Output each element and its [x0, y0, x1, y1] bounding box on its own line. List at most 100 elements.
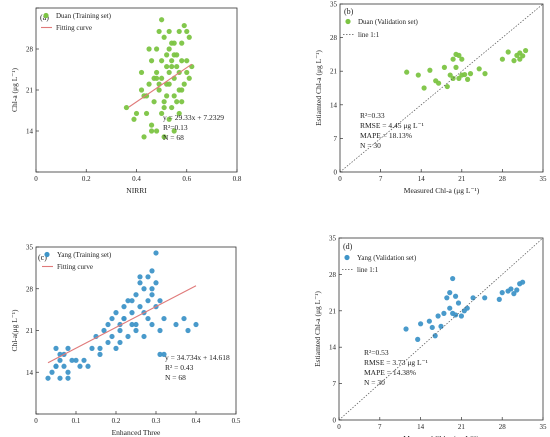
data-point — [137, 280, 143, 286]
panel-label: (b) — [344, 7, 354, 16]
y-tick-label: 28 — [26, 285, 34, 293]
x-tick-label: 28 — [499, 423, 507, 431]
data-point — [154, 69, 160, 76]
data-point — [164, 52, 170, 58]
data-point — [186, 75, 192, 81]
one-to-one-line — [339, 3, 544, 173]
data-point — [181, 315, 187, 322]
data-point — [137, 304, 143, 310]
legend-label: line 1:1 — [357, 266, 379, 274]
x-tick-label: 35 — [540, 175, 548, 183]
data-point — [176, 28, 182, 35]
data-point — [452, 293, 459, 299]
x-tick-label: 0 — [337, 423, 341, 431]
y-axis-label: Chl-a(μg L⁻¹) — [10, 309, 19, 352]
data-point — [156, 87, 162, 93]
data-point — [171, 93, 177, 99]
stats-annotation: N = 68 — [163, 133, 184, 142]
data-point — [438, 323, 444, 329]
y-tick-label: 7 — [333, 380, 337, 388]
data-point — [517, 56, 523, 62]
data-point — [138, 69, 145, 76]
y-tick-label: 14 — [26, 128, 34, 136]
data-point — [97, 345, 103, 351]
data-point — [499, 56, 505, 62]
data-point — [470, 295, 476, 301]
data-point — [185, 327, 191, 334]
data-point — [156, 28, 162, 35]
x-tick-label: 14 — [418, 175, 426, 183]
data-point — [181, 22, 187, 29]
x-axis-label: Measured Chl-a (μg L⁻¹) — [403, 434, 479, 437]
data-point — [159, 17, 165, 23]
stats-annotation: R²=0.33 — [360, 111, 385, 120]
legend-marker — [44, 251, 50, 258]
data-point — [456, 52, 462, 58]
plot-frame — [338, 237, 544, 421]
data-point — [159, 58, 165, 64]
data-point — [193, 321, 199, 328]
fitting-curve — [47, 285, 197, 364]
data-point — [109, 315, 115, 322]
stats-annotation: R² = 0.43 — [165, 363, 194, 372]
data-point — [145, 298, 151, 304]
data-point — [174, 99, 180, 105]
data-point — [164, 93, 170, 99]
data-point — [133, 321, 139, 328]
x-tick-label: 7 — [378, 423, 382, 431]
y-axis-label: Estiamted Chl-a (μg L⁻¹) — [313, 291, 322, 367]
data-point — [93, 333, 99, 340]
data-point — [146, 46, 152, 52]
data-point — [161, 99, 167, 105]
data-point — [161, 34, 167, 40]
data-point — [514, 287, 520, 293]
x-tick-label: 0.8 — [233, 175, 242, 183]
stats-annotation: N = 30 — [364, 378, 385, 387]
data-point — [159, 75, 165, 81]
data-point — [141, 134, 147, 140]
data-point — [184, 28, 190, 35]
data-point — [184, 58, 190, 64]
y-tick-label: 21 — [329, 307, 337, 315]
data-point — [145, 274, 151, 280]
data-point — [45, 375, 51, 381]
data-point — [166, 116, 172, 122]
data-point — [476, 66, 482, 72]
x-tick-label: 0.2 — [82, 175, 91, 183]
y-axis-label: Chl-a (μg L⁻¹) — [10, 68, 19, 112]
data-point — [441, 64, 447, 70]
y-tick-label: 21 — [330, 68, 338, 76]
x-tick-label: 0.4 — [132, 175, 141, 183]
y-tick-label: 0 — [334, 169, 338, 177]
data-point — [161, 104, 167, 111]
data-point — [121, 304, 127, 310]
data-point — [169, 104, 175, 111]
data-point — [171, 128, 177, 134]
x-tick-label: 21 — [458, 175, 466, 183]
data-point — [129, 310, 135, 316]
data-point — [447, 72, 453, 78]
data-point — [184, 69, 190, 76]
data-point — [496, 296, 502, 302]
x-tick-label: 0.3 — [152, 417, 161, 425]
data-point — [97, 351, 103, 357]
data-point — [176, 110, 182, 117]
data-point — [429, 324, 435, 331]
data-point — [459, 56, 465, 62]
data-point — [444, 295, 450, 301]
data-point — [65, 369, 71, 375]
data-point — [53, 345, 59, 351]
y-tick-label: 28 — [26, 46, 34, 54]
data-point — [179, 58, 185, 64]
data-point — [153, 250, 159, 256]
data-point — [57, 357, 63, 363]
data-point — [450, 275, 456, 282]
data-point — [77, 363, 83, 369]
data-point — [444, 83, 450, 90]
data-point — [464, 305, 470, 311]
data-point — [436, 80, 442, 86]
data-point — [149, 321, 155, 328]
data-point — [179, 99, 185, 105]
data-point — [125, 298, 131, 304]
